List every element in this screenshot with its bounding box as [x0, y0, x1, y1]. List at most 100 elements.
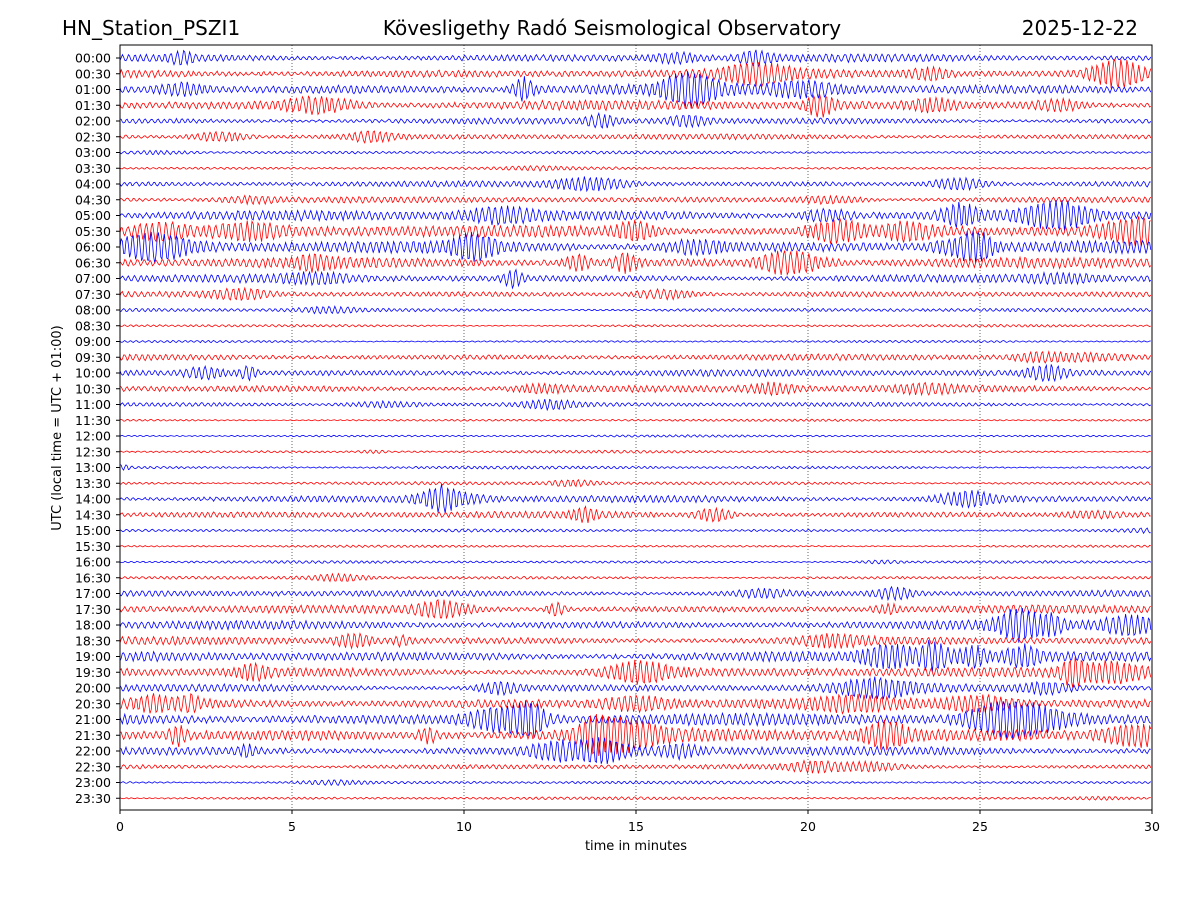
trace-1330 [119, 478, 1151, 488]
y-tick-label: 12:30 [75, 444, 111, 459]
y-tick-label: 07:00 [75, 271, 111, 286]
y-tick-label: 18:00 [75, 618, 111, 633]
y-tick-label: 14:00 [75, 492, 111, 507]
y-tick-label: 16:30 [75, 570, 111, 585]
trace-0130 [119, 93, 1152, 118]
trace-1200 [119, 434, 1151, 438]
trace-1300 [119, 463, 1151, 471]
date-label: 2025-12-22 [1022, 16, 1138, 40]
trace-0230 [119, 130, 1152, 144]
x-tick-label: 5 [288, 819, 296, 834]
y-tick-label: 10:30 [75, 381, 111, 396]
trace-1400 [119, 484, 1152, 514]
trace-1100 [119, 398, 1152, 412]
x-tick-label: 30 [1144, 819, 1160, 834]
trace-1500 [119, 527, 1151, 535]
trace-0100 [119, 71, 1152, 109]
trace-2030 [119, 693, 1152, 715]
trace-0600 [119, 230, 1152, 264]
seismic-traces [119, 49, 1152, 801]
trace-0800 [119, 305, 1152, 315]
trace-1600 [119, 559, 1152, 565]
y-tick-label: 17:30 [75, 602, 111, 617]
y-tick-label: 06:30 [75, 255, 111, 270]
y-tick-label: 00:30 [75, 66, 111, 81]
trace-1030 [119, 381, 1152, 397]
y-tick-label: 22:30 [75, 759, 111, 774]
trace-0630 [119, 250, 1152, 276]
trace-0400 [119, 176, 1151, 193]
y-tick-label: 15:00 [75, 523, 111, 538]
y-tick-label: 03:00 [75, 145, 111, 160]
trace-1930 [119, 657, 1152, 689]
trace-2100 [119, 700, 1152, 741]
y-tick-label: 01:00 [75, 82, 111, 97]
y-tick-label: 13:00 [75, 460, 111, 475]
trace-2000 [119, 676, 1152, 700]
y-tick-label: 00:00 [75, 51, 111, 66]
y-tick-label: 20:00 [75, 681, 111, 696]
station-name: HN_Station_PSZI1 [62, 16, 240, 40]
trace-1800 [119, 607, 1152, 643]
y-tick-label: 04:30 [75, 192, 111, 207]
trace-1430 [119, 505, 1151, 523]
x-tick-label: 25 [972, 819, 988, 834]
y-tick-label: 21:30 [75, 728, 111, 743]
trace-1130 [119, 418, 1151, 422]
y-tick-label: 02:30 [75, 129, 111, 144]
trace-1000 [119, 363, 1152, 383]
trace-1900 [119, 639, 1152, 672]
trace-0900 [119, 339, 1151, 344]
trace-0530 [119, 216, 1151, 247]
y-tick-label: 13:30 [75, 476, 111, 491]
y-tick-label: 23:30 [75, 791, 111, 806]
y-tick-label: 22:00 [75, 744, 111, 759]
trace-0700 [119, 268, 1152, 290]
trace-1530 [119, 544, 1151, 548]
y-tick-label: 16:00 [75, 555, 111, 570]
y-tick-label: 11:30 [75, 413, 111, 428]
y-tick-label: 05:30 [75, 224, 111, 239]
y-tick-label: 02:00 [75, 114, 111, 129]
y-tick-label: 12:00 [75, 429, 111, 444]
trace-1730 [119, 599, 1151, 620]
trace-2330 [119, 795, 1151, 801]
y-tick-label: 01:30 [75, 98, 111, 113]
y-tick-label: 18:30 [75, 633, 111, 648]
y-tick-label: 03:30 [75, 161, 111, 176]
trace-1630 [119, 572, 1152, 583]
trace-0300 [119, 149, 1151, 156]
y-tick-label: 11:00 [75, 397, 111, 412]
y-tick-label: 15:30 [75, 539, 111, 554]
y-tick-label: 08:00 [75, 303, 111, 318]
trace-1230 [119, 449, 1151, 455]
trace-0730 [119, 286, 1152, 302]
y-tick-label: 23:00 [75, 775, 111, 790]
trace-0500 [119, 200, 1152, 231]
y-tick-label: 21:00 [75, 712, 111, 727]
y-tick-label: 20:30 [75, 696, 111, 711]
trace-2230 [119, 759, 1152, 775]
trace-0830 [119, 323, 1151, 328]
observatory-title: Kövesligethy Radó Seismological Observat… [383, 16, 841, 40]
y-tick-label: 05:00 [75, 208, 111, 223]
y-tick-label: 19:00 [75, 649, 111, 664]
y-tick-label: 04:00 [75, 177, 111, 192]
trace-0330 [119, 164, 1151, 172]
trace-1830 [119, 632, 1152, 650]
y-tick-label: 09:30 [75, 350, 111, 365]
y-axis-ticks: 00:0000:3001:0001:3002:0002:3003:0003:30… [75, 51, 120, 806]
trace-0000 [119, 49, 1152, 67]
y-tick-label: 09:00 [75, 334, 111, 349]
y-tick-label: 14:30 [75, 507, 111, 522]
trace-1700 [119, 585, 1151, 602]
x-axis-ticks: 0 5 10 15 20 25 30 [116, 810, 1160, 834]
trace-0930 [119, 350, 1152, 364]
trace-2200 [119, 737, 1151, 765]
trace-2300 [119, 779, 1152, 787]
x-tick-label: 15 [628, 819, 644, 834]
y-tick-label: 10:00 [75, 366, 111, 381]
y-tick-label: 07:30 [75, 287, 111, 302]
trace-0200 [119, 112, 1152, 129]
